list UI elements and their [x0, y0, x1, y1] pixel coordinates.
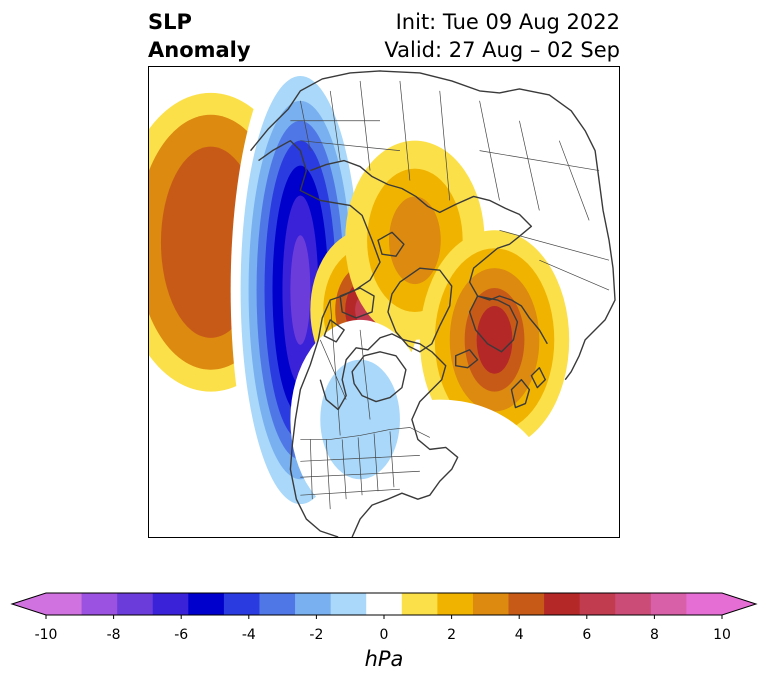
arctic-islands-coast [323, 231, 405, 343]
anomaly-map [149, 67, 616, 537]
colorbar: -10 -8 -6 -4 -2 0 2 4 6 8 10 [0, 585, 768, 643]
colorbar-tick-label: 2 [447, 627, 456, 643]
colorbar-swatch [686, 593, 723, 615]
colorbar-swatch [330, 593, 367, 615]
british-isles-coast [510, 367, 547, 409]
colorbar-tick-label: 4 [515, 627, 524, 643]
eurasia-country-borders [290, 80, 610, 291]
colorbar-swatch [46, 593, 83, 615]
colorbar-unit-label: hPa [364, 647, 404, 671]
anomaly-contours [149, 67, 570, 537]
hudson-low-contour [320, 359, 400, 480]
colorbar-swatch [650, 593, 687, 615]
colorbar-ticks: -10 -8 -6 -4 -2 0 2 4 6 8 10 [35, 615, 731, 643]
hudson-low-anomaly [290, 319, 430, 520]
title-line-2: Anomaly [148, 38, 251, 62]
init-date: Init: Tue 09 Aug 2022 [395, 10, 620, 34]
colorbar-swatch [188, 593, 225, 615]
colorbar-tick-label: -2 [309, 627, 323, 643]
valid-range: Valid: 27 Aug – 02 Sep [384, 38, 620, 62]
colorbar-swatch [579, 593, 616, 615]
map-panel [148, 66, 620, 538]
hudson-bay-coast [351, 351, 407, 403]
colorbar-tick-label: -8 [107, 627, 121, 643]
colorbar-swatch [401, 593, 438, 615]
colorbar-swatch [259, 593, 296, 615]
scandinavia-coast [468, 295, 519, 353]
us-state-borders [300, 431, 420, 510]
colorbar-swatch [615, 593, 652, 615]
iceland-coast [454, 349, 479, 369]
eurasia-coast [250, 70, 616, 381]
arctic-high-contour [388, 196, 441, 285]
chart-title: SLP Anomaly [148, 8, 251, 64]
colorbar-tick-label: -4 [242, 627, 256, 643]
colorbar-swatch [366, 593, 403, 615]
run-info: Init: Tue 09 Aug 2022 Valid: 27 Aug – 02… [384, 8, 620, 64]
colorbar-swatch [295, 593, 332, 615]
colorbar-swatch [117, 593, 154, 615]
political-borders [290, 80, 610, 510]
colorbar-swatches [10, 592, 758, 616]
europe-high-anomaly [419, 230, 570, 450]
us-canada-border [300, 427, 430, 440]
colorbar-swatch [472, 593, 510, 615]
colorbar-swatch [437, 593, 474, 615]
colorbar-tick-label: -6 [174, 627, 188, 643]
colorbar-tick-label: 10 [713, 627, 731, 643]
alaska-low-contour [290, 235, 311, 345]
colorbar-swatch [152, 593, 189, 615]
colorbar-tick-label: 6 [582, 627, 591, 643]
colorbar-graphic: -10 -8 -6 -4 -2 0 2 4 6 8 10 [10, 592, 758, 643]
alaska-low-anomaly [230, 67, 371, 534]
colorbar-swatch [544, 593, 581, 615]
colorbar-under-extension [12, 593, 46, 615]
colorbar-swatch [223, 593, 260, 615]
colorbar-swatch [81, 593, 118, 615]
colorbar-swatch [508, 593, 545, 615]
canada-province-borders [319, 299, 371, 436]
title-line-1: SLP [148, 10, 192, 34]
greenland-coast [387, 267, 453, 353]
coastlines [250, 70, 616, 537]
europe-high-contour [476, 305, 513, 374]
colorbar-tick-label: 8 [650, 627, 659, 643]
colorbar-tick-label: -10 [35, 627, 58, 643]
colorbar-tick-label: 0 [380, 627, 389, 643]
colorbar-over-extension [722, 593, 756, 615]
